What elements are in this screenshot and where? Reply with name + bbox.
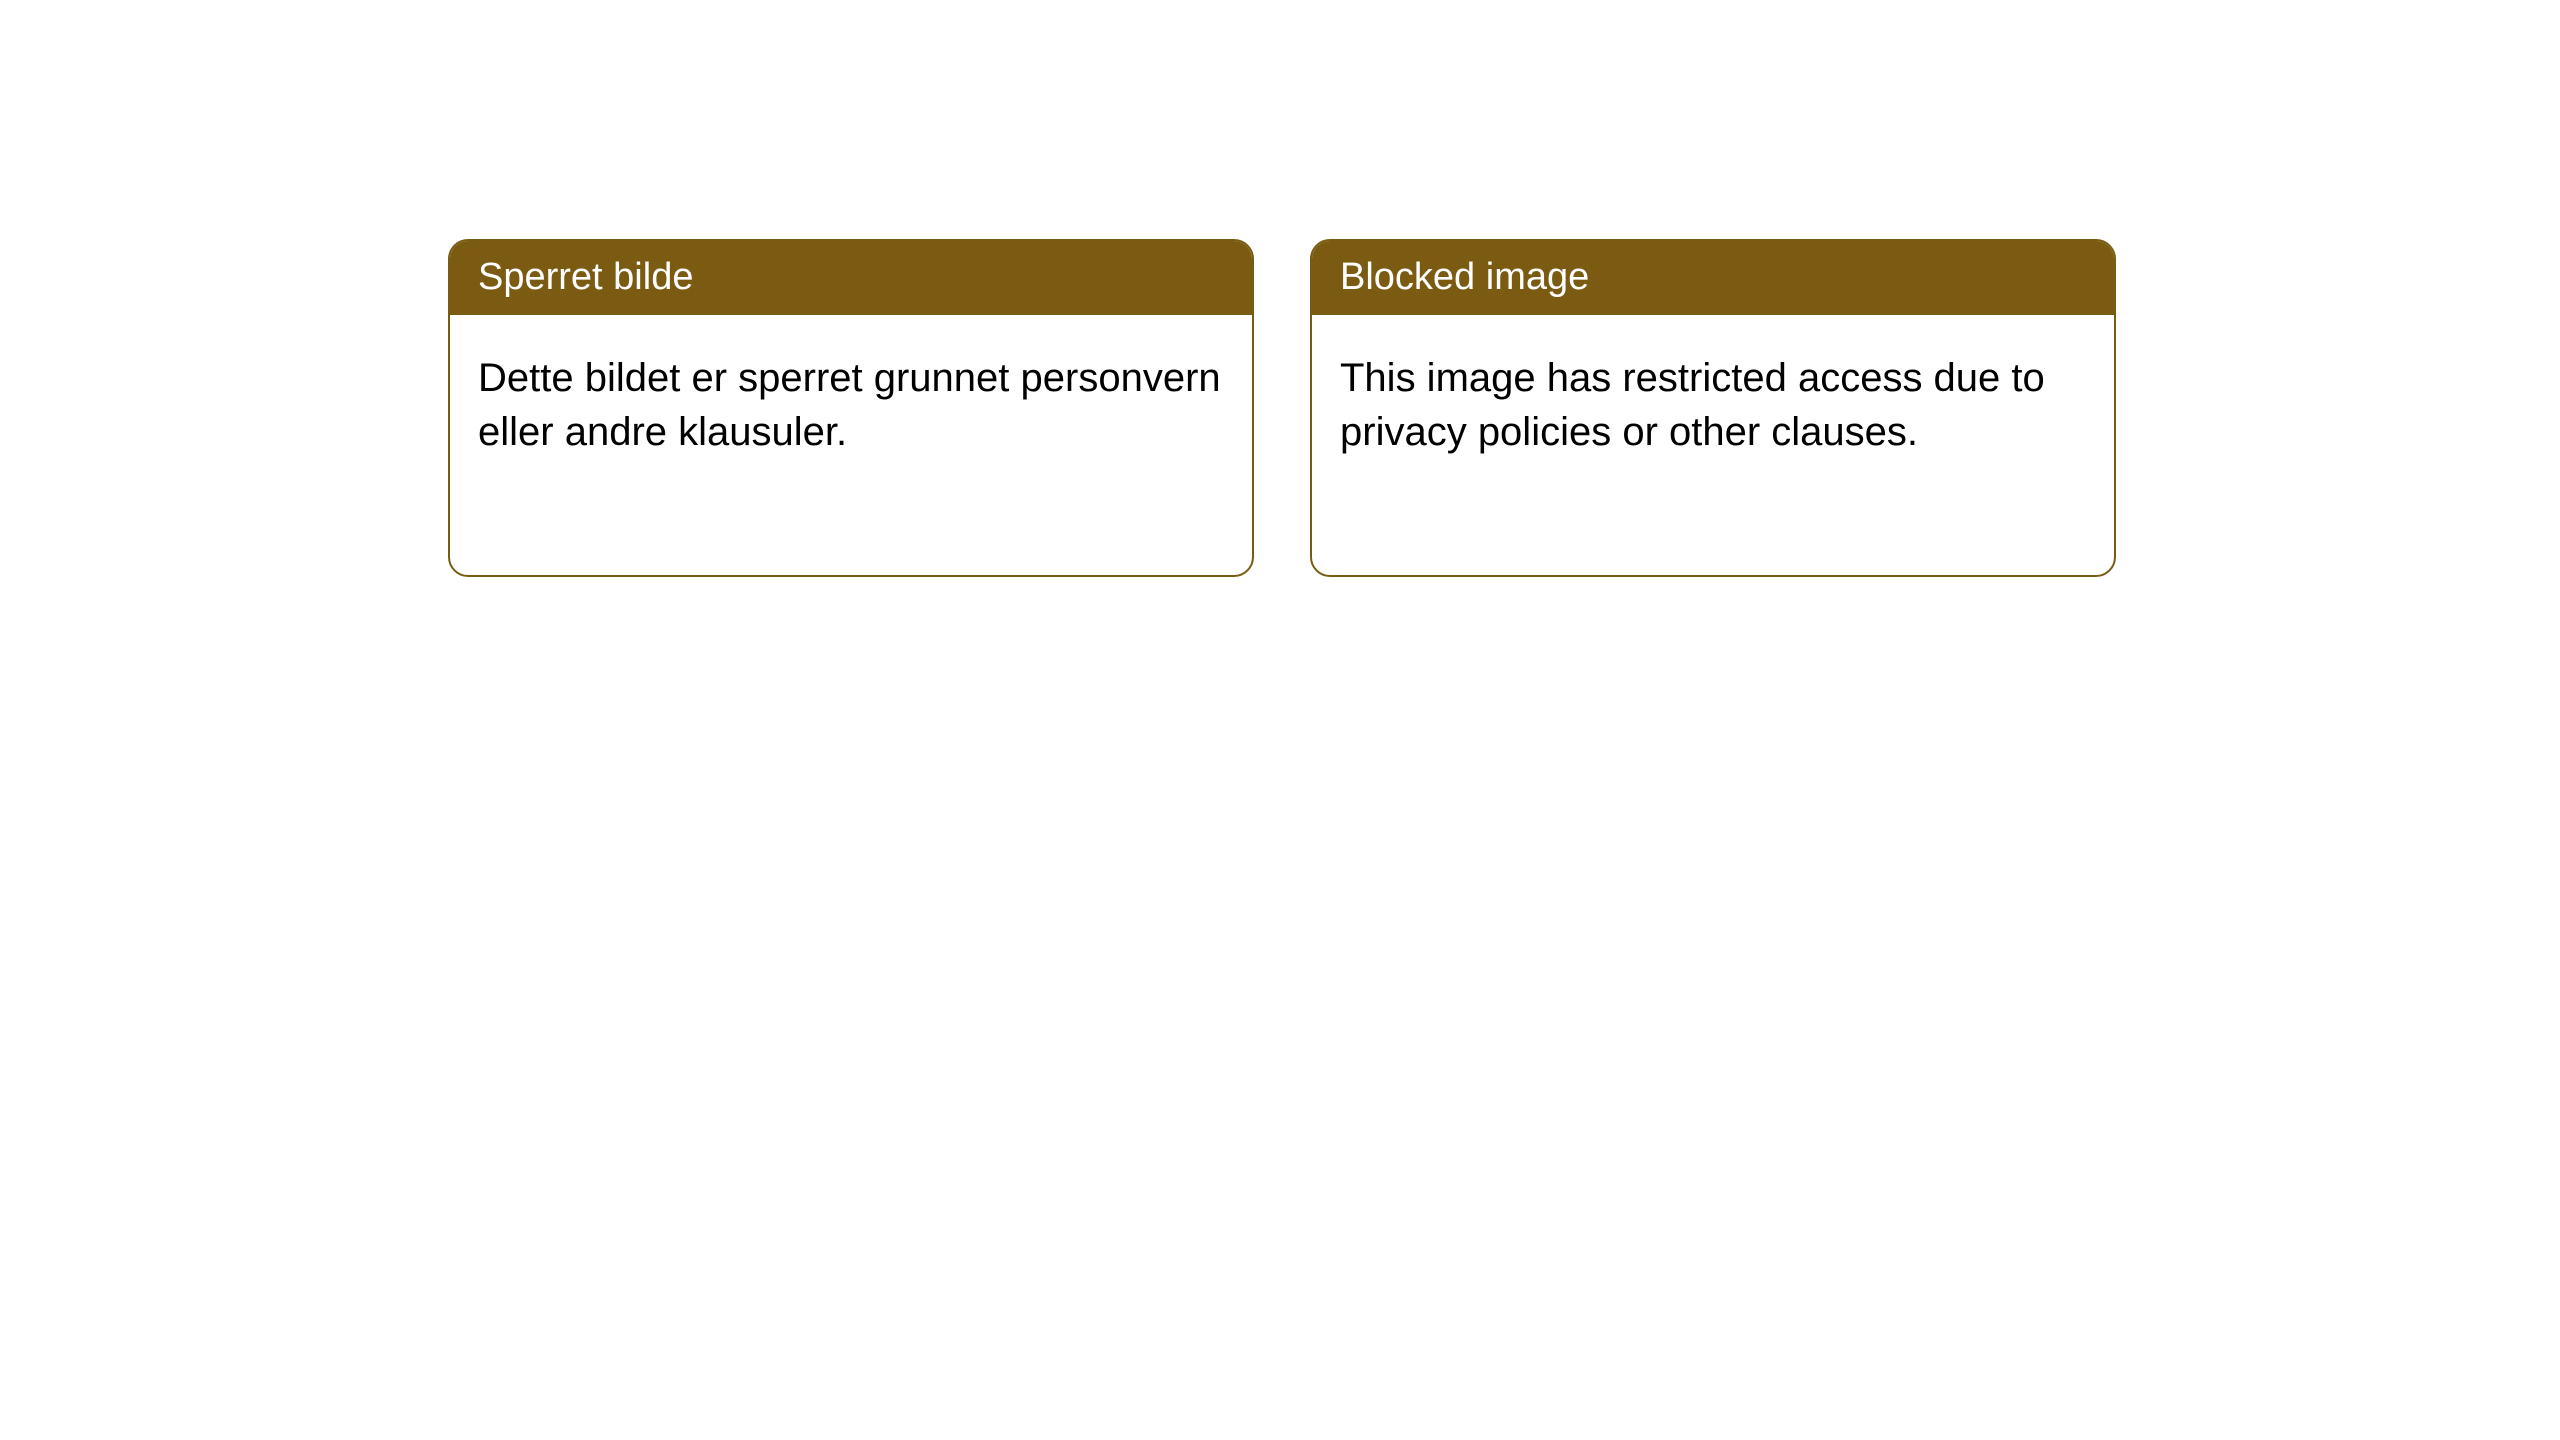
- card-header-en: Blocked image: [1312, 241, 2114, 315]
- blocked-image-card-en: Blocked image This image has restricted …: [1310, 239, 2116, 577]
- cards-container: Sperret bilde Dette bildet er sperret gr…: [448, 239, 2116, 577]
- blocked-image-card-no: Sperret bilde Dette bildet er sperret gr…: [448, 239, 1254, 577]
- card-body-en: This image has restricted access due to …: [1312, 315, 2114, 495]
- card-header-no: Sperret bilde: [450, 241, 1252, 315]
- card-body-no: Dette bildet er sperret grunnet personve…: [450, 315, 1252, 495]
